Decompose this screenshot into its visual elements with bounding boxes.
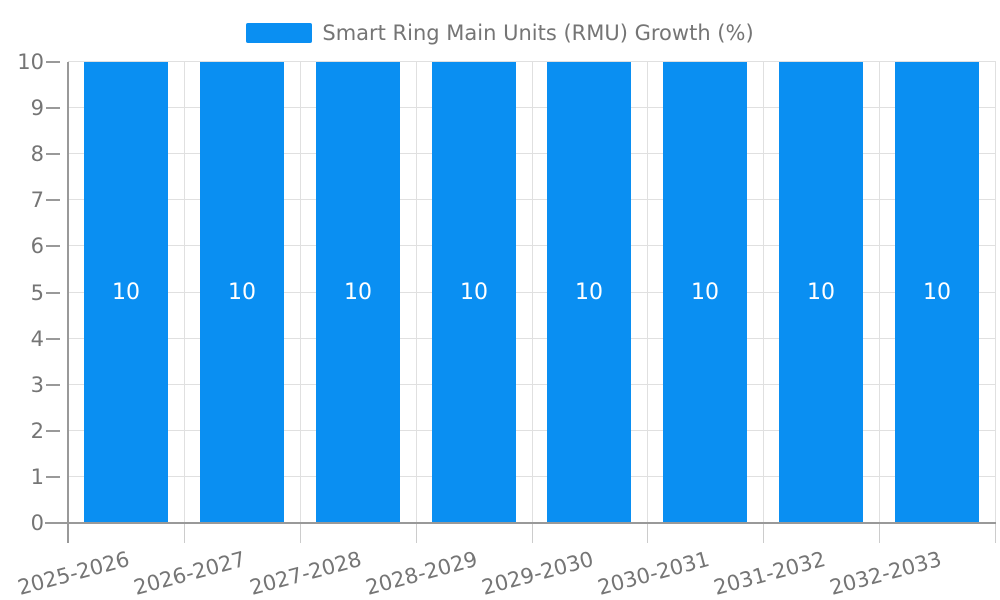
v-gridline bbox=[416, 62, 417, 523]
y-axis-tick bbox=[46, 245, 60, 248]
v-gridline bbox=[300, 62, 301, 523]
y-axis-tick-label: 2 bbox=[30, 418, 44, 443]
x-axis-label: 2026-2027 bbox=[131, 546, 249, 600]
x-axis-label: 2032-2033 bbox=[826, 546, 944, 600]
bar[interactable]: 10 bbox=[895, 62, 979, 523]
x-axis-tick bbox=[184, 524, 185, 543]
y-axis-tick bbox=[46, 337, 60, 340]
y-axis-tick-label: 6 bbox=[30, 234, 44, 259]
bar-value-label: 10 bbox=[807, 279, 835, 305]
bar[interactable]: 10 bbox=[200, 62, 284, 523]
bar-value-label: 10 bbox=[575, 279, 603, 305]
y-axis-tick bbox=[46, 291, 60, 294]
y-axis-tick bbox=[46, 199, 60, 202]
v-gridline bbox=[995, 62, 996, 523]
v-gridline bbox=[647, 62, 648, 523]
v-gridline bbox=[763, 62, 764, 523]
bar[interactable]: 10 bbox=[432, 62, 516, 523]
bar[interactable]: 10 bbox=[547, 62, 631, 523]
y-axis-tick bbox=[46, 153, 60, 156]
y-axis-tick-label: 10 bbox=[17, 50, 44, 74]
bar-value-label: 10 bbox=[691, 279, 719, 305]
x-axis-line bbox=[45, 522, 996, 524]
x-axis-tick bbox=[300, 524, 301, 543]
x-axis-tick bbox=[532, 524, 533, 543]
legend-series-label: Smart Ring Main Units (RMU) Growth (%) bbox=[322, 21, 754, 45]
x-axis-label: 2025-2026 bbox=[15, 546, 133, 600]
bar-value-label: 10 bbox=[228, 279, 256, 305]
bar[interactable]: 10 bbox=[663, 62, 747, 523]
v-gridline bbox=[184, 62, 185, 523]
v-gridline bbox=[879, 62, 880, 523]
x-axis-label: 2028-2029 bbox=[363, 546, 481, 600]
bar-value-label: 10 bbox=[344, 279, 372, 305]
y-axis-tick-label: 9 bbox=[30, 96, 44, 121]
bar-value-label: 10 bbox=[923, 279, 951, 305]
bar[interactable]: 10 bbox=[84, 62, 168, 523]
y-axis-tick bbox=[46, 429, 60, 432]
x-axis-tick bbox=[995, 524, 996, 543]
y-axis-tick bbox=[46, 475, 60, 478]
x-axis-label: 2031-2032 bbox=[710, 546, 828, 600]
bar-value-label: 10 bbox=[460, 279, 488, 305]
y-axis-tick-label: 1 bbox=[30, 464, 44, 489]
y-axis-tick bbox=[46, 107, 60, 110]
x-axis-tick bbox=[879, 524, 880, 543]
y-axis-line bbox=[67, 62, 69, 543]
y-axis-tick-label: 8 bbox=[30, 142, 44, 167]
bar[interactable]: 10 bbox=[316, 62, 400, 523]
x-axis-label: 2029-2030 bbox=[479, 546, 596, 600]
x-axis-tick bbox=[763, 524, 764, 543]
x-axis-label: 2027-2028 bbox=[247, 546, 365, 600]
bar-value-label: 10 bbox=[112, 279, 140, 305]
legend-swatch bbox=[246, 23, 313, 43]
v-gridline bbox=[532, 62, 533, 523]
y-axis-tick bbox=[46, 61, 60, 63]
y-axis-tick-label: 0 bbox=[30, 511, 44, 535]
legend[interactable]: Smart Ring Main Units (RMU) Growth (%) bbox=[0, 21, 1000, 45]
x-axis-tick bbox=[416, 524, 417, 543]
x-axis-tick bbox=[647, 524, 648, 543]
x-axis-label: 2030-2031 bbox=[595, 546, 712, 600]
y-axis-tick-label: 3 bbox=[30, 372, 44, 397]
y-axis-tick-label: 7 bbox=[30, 188, 44, 213]
y-axis-tick bbox=[46, 383, 60, 386]
h-gridline bbox=[68, 61, 996, 62]
y-axis-tick-label: 4 bbox=[30, 326, 44, 351]
bar[interactable]: 10 bbox=[779, 62, 863, 523]
y-axis-tick-label: 5 bbox=[30, 280, 44, 305]
